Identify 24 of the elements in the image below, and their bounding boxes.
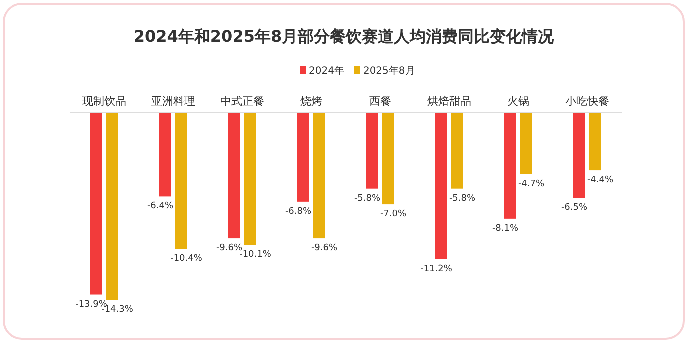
data-label: -4.4% [587, 176, 614, 186]
data-label: -14.3% [102, 305, 134, 315]
legend-label: 2025年8月 [363, 65, 416, 77]
legend-label: 2024年 [309, 65, 344, 77]
data-label: -6.8% [285, 206, 312, 217]
x-tick-label: 小吃快餐 [566, 95, 610, 108]
data-label: -6.4% [147, 202, 174, 212]
x-tick-label: 西餐 [370, 95, 392, 108]
data-label: -5.8% [449, 194, 476, 204]
x-tick-label: 火锅 [508, 95, 530, 108]
data-label: -11.2% [420, 264, 453, 274]
x-tick-label: 烧烤 [300, 95, 322, 108]
x-tick-label: 亚洲料理 [152, 95, 196, 108]
data-label: -6.5% [561, 203, 588, 213]
data-label: -4.7% [518, 179, 545, 190]
data-label: -8.1% [492, 224, 519, 234]
data-label: -9.6% [311, 244, 338, 254]
x-tick-label: 中式正餐 [220, 95, 264, 108]
x-tick-label: 烘焙甜品 [428, 95, 472, 108]
chart-title: 2024年和2025年8月部分餐饮赛道人均消费同比变化情况 [134, 27, 556, 46]
data-label: -5.8% [354, 194, 381, 204]
data-label: -10.4% [170, 254, 203, 264]
x-tick-label: 现制饮品 [82, 95, 126, 108]
data-label: -7.0% [380, 210, 407, 220]
